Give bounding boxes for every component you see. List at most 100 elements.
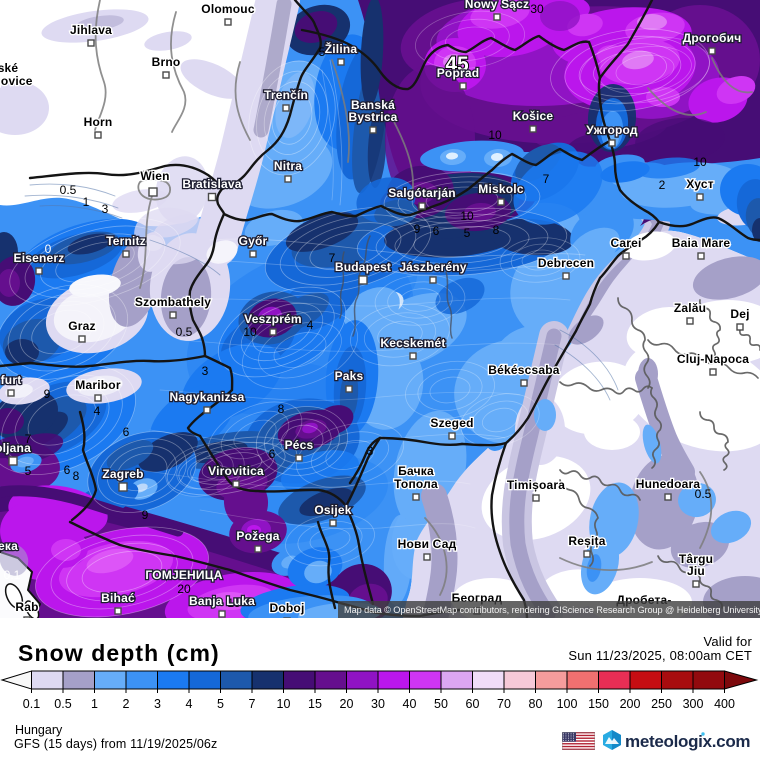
svg-text:Szombathely: Szombathely — [135, 295, 211, 309]
svg-text:10: 10 — [243, 325, 257, 339]
svg-text:Ужгород: Ужгород — [586, 123, 638, 137]
svg-text:Košice: Košice — [513, 109, 554, 123]
svg-text:0: 0 — [45, 242, 52, 256]
svg-text:Бачка: Бачка — [398, 464, 434, 478]
svg-text:8: 8 — [278, 402, 285, 416]
svg-text:0.5: 0.5 — [176, 325, 193, 339]
svg-text:80: 80 — [529, 697, 543, 711]
svg-text:Bratislava: Bratislava — [182, 177, 241, 191]
svg-text:Хуст: Хуст — [686, 177, 714, 191]
svg-text:200: 200 — [620, 697, 641, 711]
svg-text:60: 60 — [466, 697, 480, 711]
svg-text:5: 5 — [25, 464, 32, 478]
svg-text:7: 7 — [543, 172, 550, 186]
svg-text:Zagreb: Zagreb — [102, 467, 143, 481]
svg-text:150: 150 — [588, 697, 609, 711]
svg-text:Jihlava: Jihlava — [70, 23, 112, 37]
svg-text:Trenčín: Trenčín — [264, 88, 308, 102]
svg-text:Дрогобич: Дрогобич — [683, 31, 742, 45]
svg-text:Map data © OpenStreetMap contr: Map data © OpenStreetMap contributors, r… — [344, 605, 760, 615]
svg-text:Olomouc: Olomouc — [201, 2, 255, 16]
svg-text:ека: ека — [0, 539, 18, 553]
svg-text:Hunedoara: Hunedoara — [636, 477, 701, 491]
svg-text:meteologix.com: meteologix.com — [625, 732, 750, 751]
svg-text:400: 400 — [714, 697, 735, 711]
svg-text:Győr: Győr — [239, 234, 268, 248]
svg-text:jovice: jovice — [0, 74, 33, 88]
svg-text:3: 3 — [154, 697, 161, 711]
svg-text:9: 9 — [414, 222, 421, 236]
svg-text:Топола: Топола — [394, 477, 438, 491]
svg-text:oljana: oljana — [0, 441, 31, 455]
svg-text:0.5: 0.5 — [60, 183, 77, 197]
svg-text:9: 9 — [142, 508, 149, 522]
svg-text:20: 20 — [177, 582, 191, 596]
svg-text:3: 3 — [102, 202, 109, 216]
svg-text:Nagykanizsa: Nagykanizsa — [170, 390, 245, 404]
svg-text:7: 7 — [329, 251, 336, 265]
svg-text:8: 8 — [73, 469, 80, 483]
svg-text:4: 4 — [186, 697, 193, 711]
svg-text:Paks: Paks — [335, 369, 364, 383]
svg-text:8: 8 — [493, 223, 500, 237]
svg-text:1: 1 — [91, 697, 98, 711]
svg-text:Banja Luka: Banja Luka — [189, 594, 255, 608]
svg-text:0.1: 0.1 — [23, 697, 40, 711]
svg-text:20: 20 — [340, 697, 354, 711]
svg-text:10: 10 — [277, 697, 291, 711]
svg-text:1: 1 — [83, 195, 90, 209]
svg-text:6: 6 — [433, 224, 440, 238]
svg-text:Banská: Banská — [351, 98, 395, 112]
svg-text:Zalău: Zalău — [674, 301, 706, 315]
svg-text:0.5: 0.5 — [695, 487, 712, 501]
svg-text:Žilina: Žilina — [325, 41, 358, 56]
svg-text:Brno: Brno — [152, 55, 181, 69]
svg-text:Graz: Graz — [68, 319, 95, 333]
svg-text:2: 2 — [123, 697, 130, 711]
svg-text:Ternitz: Ternitz — [106, 234, 146, 248]
svg-text:9: 9 — [44, 387, 51, 401]
svg-text:Debrecen: Debrecen — [538, 256, 594, 270]
svg-text:10: 10 — [488, 128, 502, 142]
svg-text:30: 30 — [371, 697, 385, 711]
svg-text:7: 7 — [249, 697, 256, 711]
svg-text:Virovitica: Virovitica — [208, 464, 264, 478]
svg-text:250: 250 — [651, 697, 672, 711]
svg-text:Baia Mare: Baia Mare — [672, 236, 731, 250]
svg-text:30: 30 — [530, 2, 544, 16]
svg-text:100: 100 — [557, 697, 578, 711]
svg-text:10: 10 — [693, 155, 707, 169]
svg-text:Bystrica: Bystrica — [349, 110, 398, 124]
svg-text:7: 7 — [25, 432, 32, 446]
svg-text:Rab: Rab — [15, 600, 38, 614]
svg-text:Dej: Dej — [730, 307, 749, 321]
svg-text:Poprad: Poprad — [437, 66, 480, 80]
svg-text:3: 3 — [202, 364, 209, 378]
svg-text:Jászberény: Jászberény — [399, 260, 466, 274]
svg-text:5: 5 — [319, 45, 326, 59]
svg-text:6: 6 — [123, 425, 130, 439]
svg-text:Pécs: Pécs — [285, 438, 314, 452]
svg-text:Veszprém: Veszprém — [244, 312, 302, 326]
svg-text:Osijek: Osijek — [314, 503, 351, 517]
svg-text:5: 5 — [217, 697, 224, 711]
svg-text:ГОМЈЕНИЦА: ГОМЈЕНИЦА — [145, 568, 222, 582]
svg-text:Kecskemét: Kecskemét — [380, 336, 445, 350]
svg-text:Wien: Wien — [140, 169, 169, 183]
svg-text:5: 5 — [464, 226, 471, 240]
svg-text:ské: ské — [0, 61, 18, 75]
svg-text:70: 70 — [497, 697, 511, 711]
svg-text:Budapest: Budapest — [335, 260, 391, 274]
svg-text:Salgótarján: Salgótarján — [388, 186, 456, 200]
svg-text:Timișoara: Timișoara — [507, 478, 565, 492]
svg-text:3: 3 — [367, 444, 374, 458]
svg-text:Jiu: Jiu — [687, 564, 705, 578]
svg-text:2: 2 — [659, 178, 666, 192]
svg-text:Nitra: Nitra — [274, 159, 302, 173]
svg-text:Nowy Sącz: Nowy Sącz — [465, 0, 530, 11]
svg-text:Bihać: Bihać — [101, 591, 135, 605]
svg-text:15: 15 — [308, 697, 322, 711]
svg-text:40: 40 — [403, 697, 417, 711]
svg-text:300: 300 — [683, 697, 704, 711]
svg-text:0.5: 0.5 — [54, 697, 71, 711]
